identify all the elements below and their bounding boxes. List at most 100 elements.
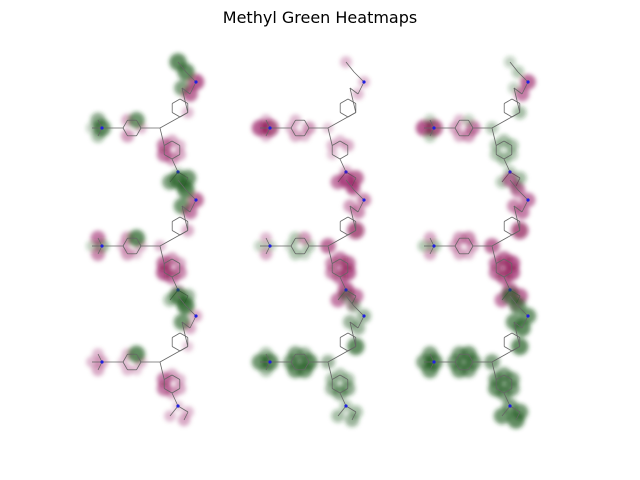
heat-layer [251, 56, 370, 194]
bond-3 [290, 354, 296, 363]
bond-23 [345, 61, 355, 73]
heatmap-panel-r1c1 [86, 53, 205, 193]
nitrogen-atom [194, 198, 198, 202]
atom-heat-25 [423, 247, 437, 261]
bond-21 [521, 81, 529, 95]
bond-6 [503, 272, 512, 278]
bond-22 [517, 189, 529, 201]
bond-21 [189, 315, 197, 329]
bond-3 [290, 238, 296, 247]
bond-21 [357, 81, 365, 95]
nitrogen-atom [268, 126, 272, 130]
figure-title: Methyl Green Heatmaps [222, 8, 418, 27]
bond-up-0 [511, 346, 520, 352]
heat-layer [415, 56, 536, 193]
bond-5 [136, 120, 142, 129]
bond-6 [503, 154, 512, 160]
bond-5 [468, 354, 474, 363]
bond-up-0 [179, 230, 188, 236]
bond-layer [92, 295, 197, 421]
atom-heat-20 [339, 255, 356, 272]
nitrogen-atom [268, 244, 272, 248]
bond-3 [454, 354, 460, 363]
bond-up-1 [172, 346, 181, 352]
nitrogen-atom [526, 80, 530, 84]
bond-10 [339, 140, 348, 146]
bond-3 [122, 354, 128, 363]
bond-5 [304, 238, 310, 247]
bond-up-3 [504, 332, 513, 338]
bond-7 [332, 154, 341, 160]
nitrogen-atom [100, 126, 104, 130]
bond-7 [164, 154, 173, 160]
bond-up-1 [172, 112, 181, 118]
bond-up-3 [340, 98, 349, 104]
nitrogen-atom [432, 244, 436, 248]
bond-24 [171, 158, 179, 173]
bond-up-1 [340, 112, 349, 118]
bond-3 [122, 238, 128, 247]
heatmap-panel-r3c1 [86, 287, 203, 427]
bond-0 [468, 245, 474, 254]
bond-23 [345, 179, 355, 191]
bond-23 [177, 295, 187, 307]
bond-19 [181, 205, 189, 231]
bond-19 [513, 87, 521, 113]
bond-24 [171, 392, 179, 407]
bond-0 [468, 127, 474, 136]
bond-23 [345, 295, 355, 307]
bond-18 [159, 127, 165, 146]
bond-23 [509, 61, 519, 73]
nitrogen-atom [176, 404, 180, 408]
bond-25 [345, 405, 357, 413]
bond-up-3 [172, 332, 181, 338]
bond-7 [332, 388, 341, 394]
bond-20 [513, 87, 523, 95]
bond-0 [136, 361, 142, 370]
bond-layer [424, 61, 529, 187]
heat-layer [86, 53, 205, 193]
bond-0 [136, 245, 142, 254]
bond-20 [513, 205, 523, 213]
bond-up-4 [511, 216, 520, 222]
heatmap-panel-r1c2 [251, 56, 370, 194]
bond-18 [327, 361, 333, 380]
bond-10 [339, 374, 348, 380]
bond-25 [509, 405, 521, 413]
bond-26 [337, 405, 347, 417]
bond-3 [122, 120, 128, 129]
bond-0 [304, 127, 310, 136]
bond-up-4 [347, 332, 356, 338]
bond-up-3 [340, 216, 349, 222]
heatmap-panel-r3c2 [251, 289, 371, 427]
bond-23 [509, 295, 519, 307]
nitrogen-atom [362, 80, 366, 84]
bond-up-4 [511, 98, 520, 104]
bond-7 [496, 388, 505, 394]
bond-22 [185, 71, 197, 83]
bond-7 [164, 272, 173, 278]
nitrogen-atom [344, 404, 348, 408]
bond-23 [177, 179, 187, 191]
nitrogen-atom [268, 360, 272, 364]
bond-21 [521, 199, 529, 213]
bond-23 [509, 179, 519, 191]
bond-7 [496, 272, 505, 278]
bond-9 [164, 140, 173, 146]
bond-21 [357, 199, 365, 213]
atom-heat-25 [259, 247, 273, 261]
bond-18 [327, 127, 333, 146]
heat-layer [416, 287, 537, 429]
bond-5 [468, 238, 474, 247]
bond-up-4 [347, 216, 356, 222]
nitrogen-atom [432, 126, 436, 130]
bond-layer [424, 295, 529, 421]
bond-2 [122, 127, 128, 136]
heat-layer [251, 289, 371, 427]
bond-layer [260, 295, 365, 421]
bond-5 [136, 354, 142, 363]
bond-2 [290, 127, 296, 136]
bond-18 [491, 245, 497, 264]
bond-7 [496, 154, 505, 160]
